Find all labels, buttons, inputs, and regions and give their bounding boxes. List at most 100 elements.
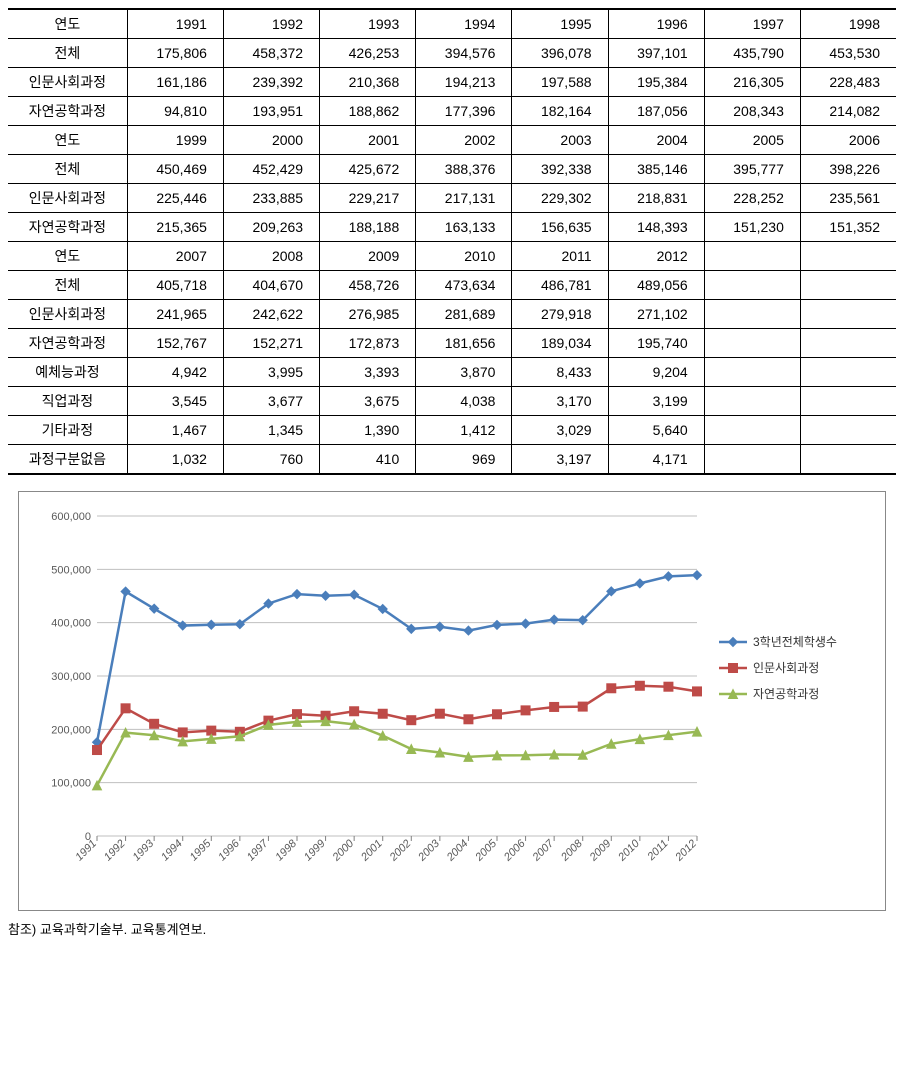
data-cell: 187,056 (608, 97, 704, 126)
data-cell (800, 300, 896, 329)
svg-text:3학년전체학생수: 3학년전체학생수 (753, 635, 837, 649)
data-cell: 426,253 (320, 39, 416, 68)
data-cell: 2006 (800, 126, 896, 155)
data-cell: 175,806 (127, 39, 223, 68)
data-cell: 395,777 (704, 155, 800, 184)
data-cell: 279,918 (512, 300, 608, 329)
data-cell: 239,392 (223, 68, 319, 97)
data-cell: 2008 (223, 242, 319, 271)
data-cell: 151,230 (704, 213, 800, 242)
data-cell: 4,942 (127, 358, 223, 387)
data-cell: 2007 (127, 242, 223, 271)
data-cell: 397,101 (608, 39, 704, 68)
svg-text:2009: 2009 (587, 838, 614, 865)
data-cell: 177,396 (416, 97, 512, 126)
data-cell: 195,740 (608, 329, 704, 358)
data-cell: 1995 (512, 9, 608, 39)
data-cell: 235,561 (800, 184, 896, 213)
row-label: 자연공학과정 (8, 213, 127, 242)
data-cell (704, 300, 800, 329)
data-cell: 8,433 (512, 358, 608, 387)
data-cell: 2012 (608, 242, 704, 271)
svg-text:2011: 2011 (645, 838, 671, 864)
data-cell (704, 416, 800, 445)
data-cell: 233,885 (223, 184, 319, 213)
data-cell: 218,831 (608, 184, 704, 213)
svg-text:1999: 1999 (302, 838, 328, 864)
data-cell: 156,635 (512, 213, 608, 242)
row-label: 전체 (8, 155, 127, 184)
data-cell (800, 445, 896, 475)
data-cell: 1994 (416, 9, 512, 39)
row-label: 기타과정 (8, 416, 127, 445)
svg-text:1998: 1998 (273, 837, 299, 863)
svg-text:1995: 1995 (188, 837, 214, 863)
svg-text:인문사회과정: 인문사회과정 (753, 661, 819, 675)
data-table: 연도19911992199319941995199619971998전체175,… (8, 8, 896, 475)
data-cell: 2004 (608, 126, 704, 155)
data-cell: 3,170 (512, 387, 608, 416)
data-cell: 3,393 (320, 358, 416, 387)
data-cell: 453,530 (800, 39, 896, 68)
data-cell: 396,078 (512, 39, 608, 68)
data-cell: 3,675 (320, 387, 416, 416)
data-cell: 2002 (416, 126, 512, 155)
data-cell: 161,186 (127, 68, 223, 97)
data-cell: 182,164 (512, 97, 608, 126)
svg-text:1991: 1991 (73, 838, 99, 864)
data-cell: 229,302 (512, 184, 608, 213)
data-cell: 473,634 (416, 271, 512, 300)
data-cell: 2011 (512, 242, 608, 271)
row-label: 전체 (8, 39, 127, 68)
data-cell: 489,056 (608, 271, 704, 300)
data-cell: 271,102 (608, 300, 704, 329)
svg-text:2005: 2005 (473, 837, 500, 864)
svg-text:200,000: 200,000 (51, 724, 91, 736)
data-cell: 458,372 (223, 39, 319, 68)
svg-text:100,000: 100,000 (51, 778, 91, 790)
data-cell: 1992 (223, 9, 319, 39)
data-cell: 2009 (320, 242, 416, 271)
data-cell: 214,082 (800, 97, 896, 126)
data-cell: 172,873 (320, 329, 416, 358)
data-cell: 215,365 (127, 213, 223, 242)
row-label: 인문사회과정 (8, 184, 127, 213)
svg-text:2004: 2004 (444, 838, 471, 865)
data-cell: 193,951 (223, 97, 319, 126)
data-cell: 3,197 (512, 445, 608, 475)
svg-text:1992: 1992 (102, 838, 128, 864)
svg-text:1994: 1994 (159, 838, 185, 864)
data-cell: 3,870 (416, 358, 512, 387)
data-cell: 398,226 (800, 155, 896, 184)
data-cell: 152,767 (127, 329, 223, 358)
row-label: 연도 (8, 126, 127, 155)
data-cell (800, 416, 896, 445)
data-cell: 209,263 (223, 213, 319, 242)
row-label: 과정구분없음 (8, 445, 127, 475)
data-cell: 194,213 (416, 68, 512, 97)
data-cell: 94,810 (127, 97, 223, 126)
line-chart: 0100,000200,000300,000400,000500,000600,… (18, 491, 886, 911)
data-cell: 9,204 (608, 358, 704, 387)
data-cell: 3,545 (127, 387, 223, 416)
data-cell: 3,029 (512, 416, 608, 445)
data-cell: 225,446 (127, 184, 223, 213)
svg-text:1997: 1997 (245, 837, 271, 863)
data-cell: 2005 (704, 126, 800, 155)
data-cell: 281,689 (416, 300, 512, 329)
data-cell: 241,965 (127, 300, 223, 329)
data-cell (800, 387, 896, 416)
data-cell: 969 (416, 445, 512, 475)
data-cell: 1998 (800, 9, 896, 39)
data-cell: 2003 (512, 126, 608, 155)
data-cell: 1993 (320, 9, 416, 39)
data-cell: 5,640 (608, 416, 704, 445)
data-cell: 188,188 (320, 213, 416, 242)
data-cell: 1,412 (416, 416, 512, 445)
data-cell: 242,622 (223, 300, 319, 329)
svg-text:2007: 2007 (530, 837, 557, 864)
row-label: 인문사회과정 (8, 300, 127, 329)
data-cell: 3,199 (608, 387, 704, 416)
data-cell: 1,467 (127, 416, 223, 445)
row-label: 자연공학과정 (8, 97, 127, 126)
